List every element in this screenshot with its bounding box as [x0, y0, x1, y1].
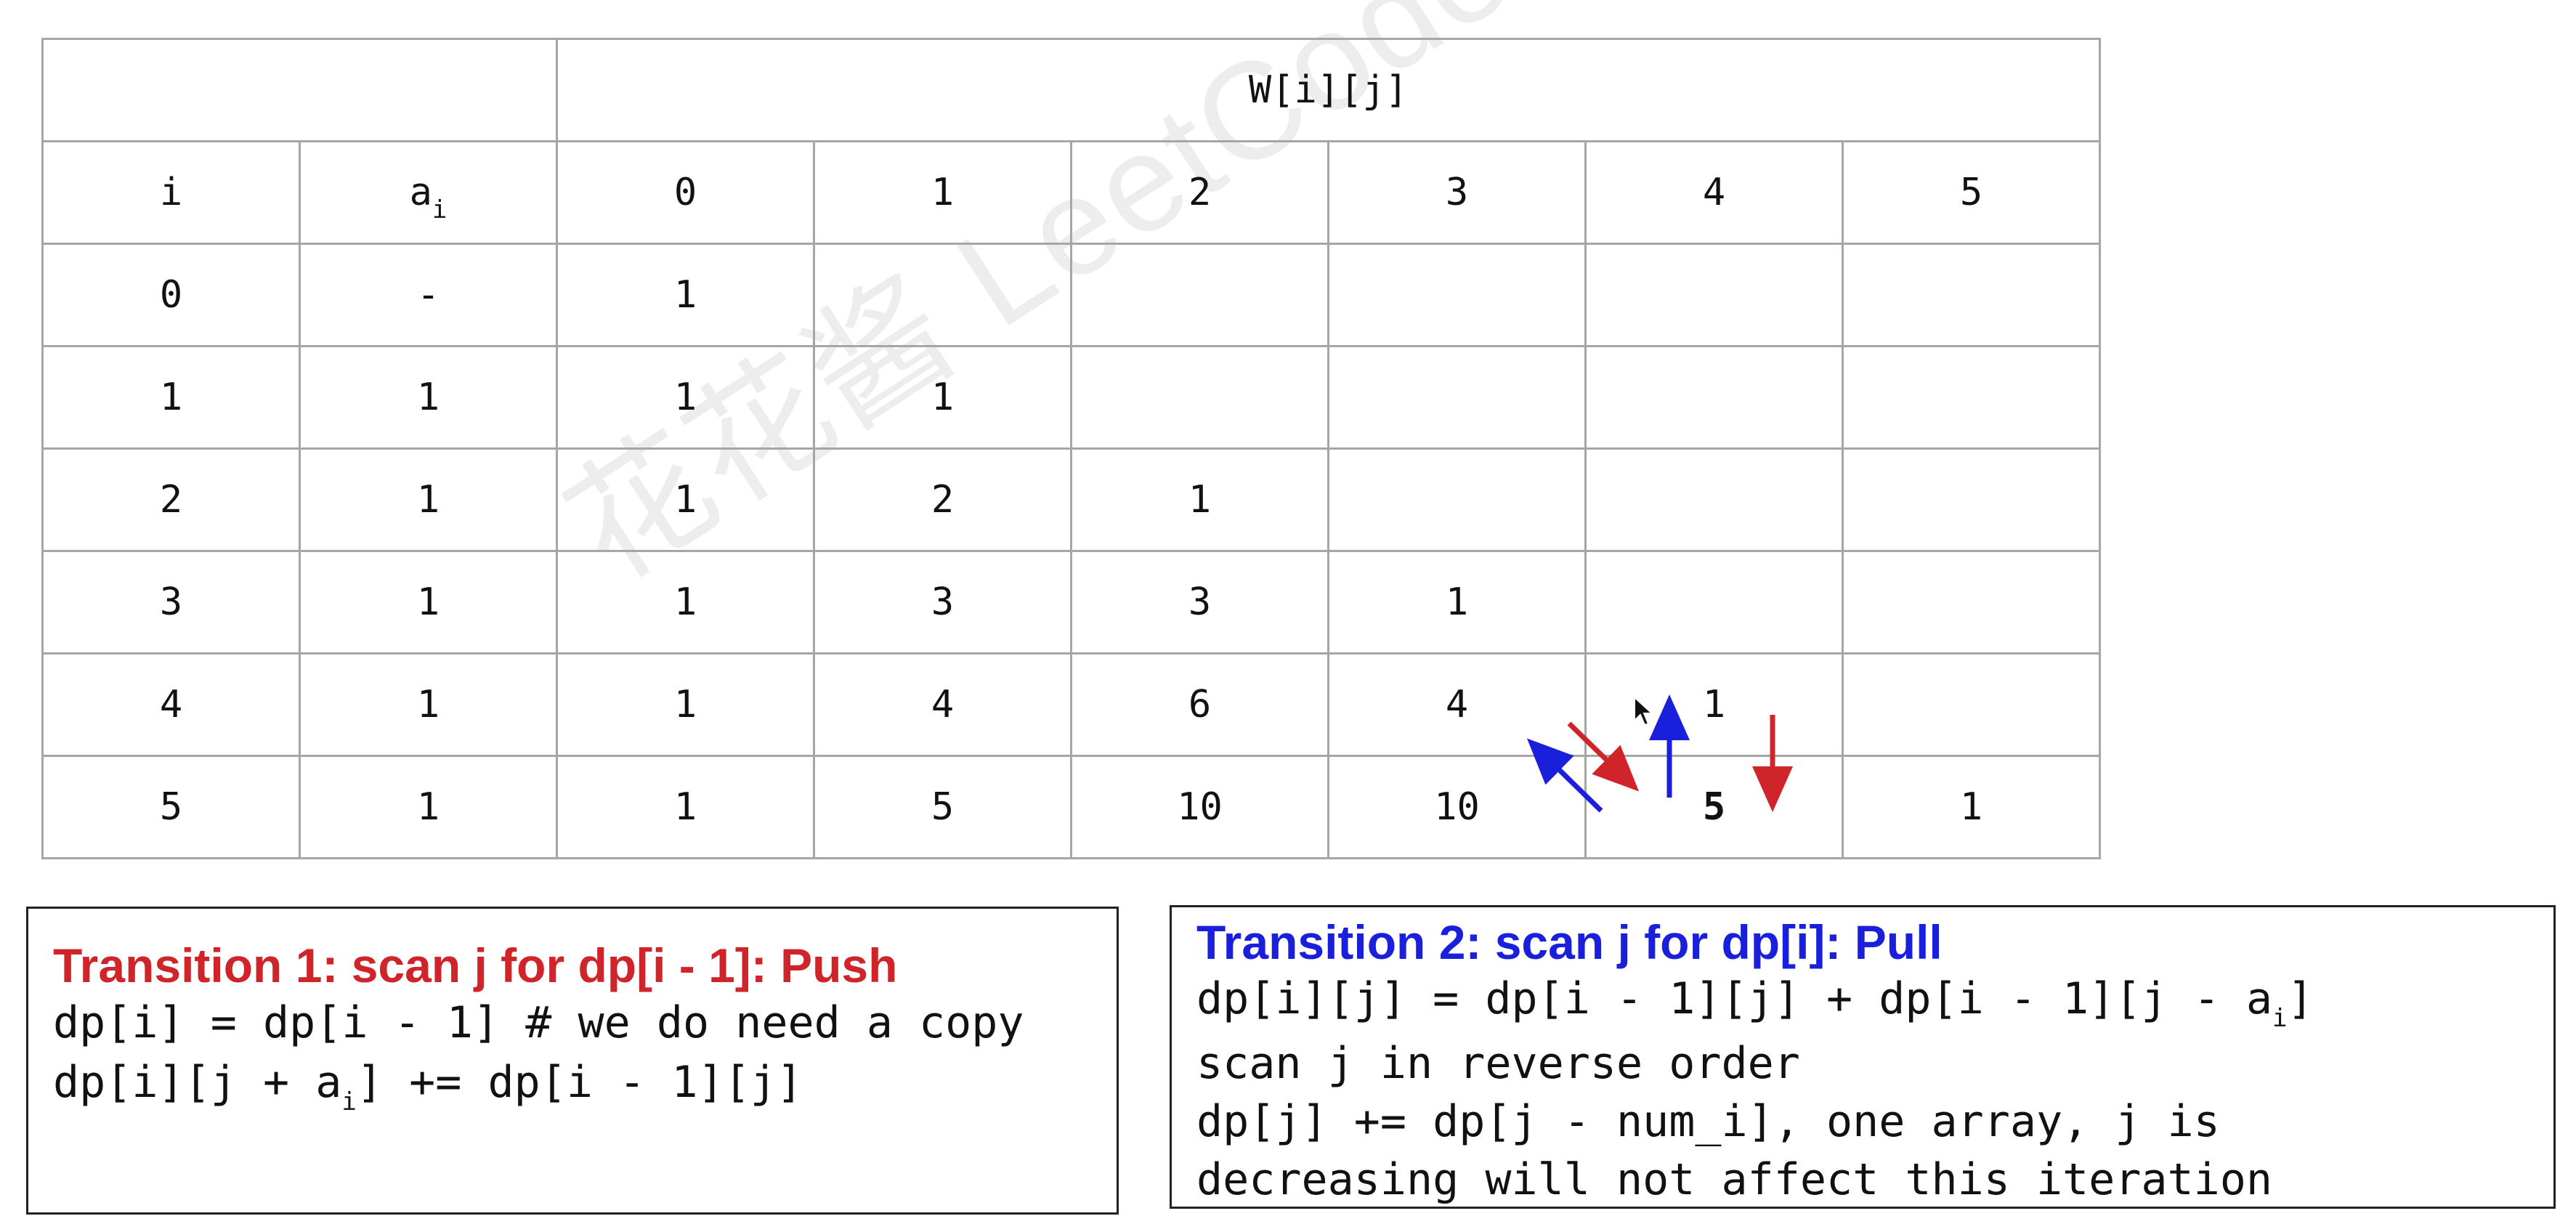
w-cell: 1	[1070, 447, 1329, 552]
row-i-cell: 5	[41, 755, 301, 859]
transition-2-line-2: scan j in reverse order	[1196, 1038, 1800, 1089]
transition-2-line-1-post: ]	[2287, 973, 2314, 1024]
w-cell	[1842, 345, 2101, 450]
transition-1-title: Transition 1: scan j for dp[i - 1]: Push	[53, 939, 898, 992]
w-cell	[1842, 447, 2101, 552]
col-header-j: 3	[1327, 140, 1587, 245]
row-i-cell: 3	[41, 550, 301, 654]
row-i-cell: 2	[41, 447, 301, 552]
row-i-cell: 0	[41, 243, 301, 347]
col-header-i: i	[41, 140, 301, 245]
row-a-cell: 1	[299, 755, 558, 859]
w-cell	[1584, 447, 1844, 552]
table-row: 0 - 1	[41, 243, 2101, 347]
mouse-cursor-icon	[1634, 696, 1653, 726]
w-cell: 1	[556, 550, 815, 654]
w-cell: 4	[1327, 652, 1587, 757]
w-cell	[1070, 345, 1329, 450]
w-cell-highlighted: 5	[1584, 755, 1844, 859]
w-cell: 6	[1070, 652, 1329, 757]
col-header-a: ai	[299, 140, 558, 245]
w-cell: 1	[1842, 755, 2101, 859]
transition-2-line-1-pre: dp[i][j] = dp[i - 1][j] + dp[i - 1][j - …	[1196, 973, 2273, 1024]
w-cell: 1	[556, 652, 815, 757]
w-cell: 1	[556, 755, 815, 859]
row-a-cell: 1	[299, 550, 558, 654]
w-cell: 3	[1070, 550, 1329, 654]
w-cell: 10	[1327, 755, 1587, 859]
table-row: 5 1 1 5 10 10 5 1	[41, 755, 2101, 859]
transition-1-box: Transition 1: scan j for dp[i - 1]: Push…	[26, 907, 1119, 1215]
column-header-row: i ai 0 1 2 3 4 5	[41, 140, 2101, 245]
w-cell: 1	[556, 447, 815, 552]
w-cell: 1	[1327, 550, 1587, 654]
col-header-j: 4	[1584, 140, 1844, 245]
transition-1-line-2-post: ] += dp[i - 1][j]	[356, 1057, 803, 1108]
w-cell: 1	[1584, 652, 1844, 757]
row-i-cell: 1	[41, 345, 301, 450]
transition-2-title: Transition 2: scan j for dp[i]: Pull	[1196, 915, 1943, 969]
transition-2-line-1-sub: i	[2272, 1004, 2288, 1033]
table-row: 2 1 1 2 1	[41, 447, 2101, 552]
w-cell: 10	[1070, 755, 1329, 859]
w-cell	[1584, 243, 1844, 347]
w-header-title: W[i][j]	[556, 38, 2101, 142]
transition-2-line-3: dp[j] += dp[j - num_i], one array, j is	[1196, 1096, 2220, 1147]
row-a-cell: 1	[299, 345, 558, 450]
w-cell: 4	[813, 652, 1072, 757]
dp-table: W[i][j] i ai 0 1 2 3 4 5 0 - 1 1 1 1 1 2…	[41, 38, 2101, 859]
table-row: 1 1 1 1	[41, 345, 2101, 450]
w-cell	[1584, 345, 1844, 450]
w-cell: 3	[813, 550, 1072, 654]
w-cell	[813, 243, 1072, 347]
w-cell: 1	[556, 243, 815, 347]
col-header-j: 1	[813, 140, 1072, 245]
transition-2-box: Transition 2: scan j for dp[i]: Pull dp[…	[1170, 905, 2556, 1209]
w-cell	[1842, 550, 2101, 654]
table-row: 4 1 1 4 6 4 1	[41, 652, 2101, 757]
w-cell	[1842, 652, 2101, 757]
w-cell	[1842, 243, 2101, 347]
table-row: 3 1 1 3 3 1	[41, 550, 2101, 654]
transition-2-line-1: dp[i][j] = dp[i - 1][j] + dp[i - 1][j - …	[1196, 970, 2553, 1034]
transition-2-line-4: decreasing will not affect this iteratio…	[1196, 1154, 2273, 1205]
w-cell	[1070, 243, 1329, 347]
w-cell	[1327, 447, 1587, 552]
header-empty-cell	[41, 38, 558, 142]
w-cell	[1327, 345, 1587, 450]
col-header-a-sub: i	[432, 195, 447, 224]
col-header-j: 2	[1070, 140, 1329, 245]
transition-1-line-2-sub: i	[341, 1087, 357, 1116]
w-cell	[1584, 550, 1844, 654]
col-header-a-label: a	[409, 171, 432, 214]
table-header-row: W[i][j]	[41, 38, 2101, 142]
row-a-cell: 1	[299, 447, 558, 552]
transition-1-line-1: dp[i] = dp[i - 1] # we do need a copy	[53, 997, 1024, 1048]
w-cell: 5	[813, 755, 1072, 859]
w-cell: 1	[556, 345, 815, 450]
row-a-cell: 1	[299, 652, 558, 757]
w-cell: 1	[813, 345, 1072, 450]
row-a-cell: -	[299, 243, 558, 347]
w-cell	[1327, 243, 1587, 347]
transition-1-line-2-pre: dp[i][j + a	[53, 1057, 342, 1108]
col-header-j: 5	[1842, 140, 2101, 245]
w-cell: 2	[813, 447, 1072, 552]
transition-1-line-2: dp[i][j + ai] += dp[i - 1][j]	[53, 1053, 1117, 1119]
row-i-cell: 4	[41, 652, 301, 757]
col-header-j: 0	[556, 140, 815, 245]
